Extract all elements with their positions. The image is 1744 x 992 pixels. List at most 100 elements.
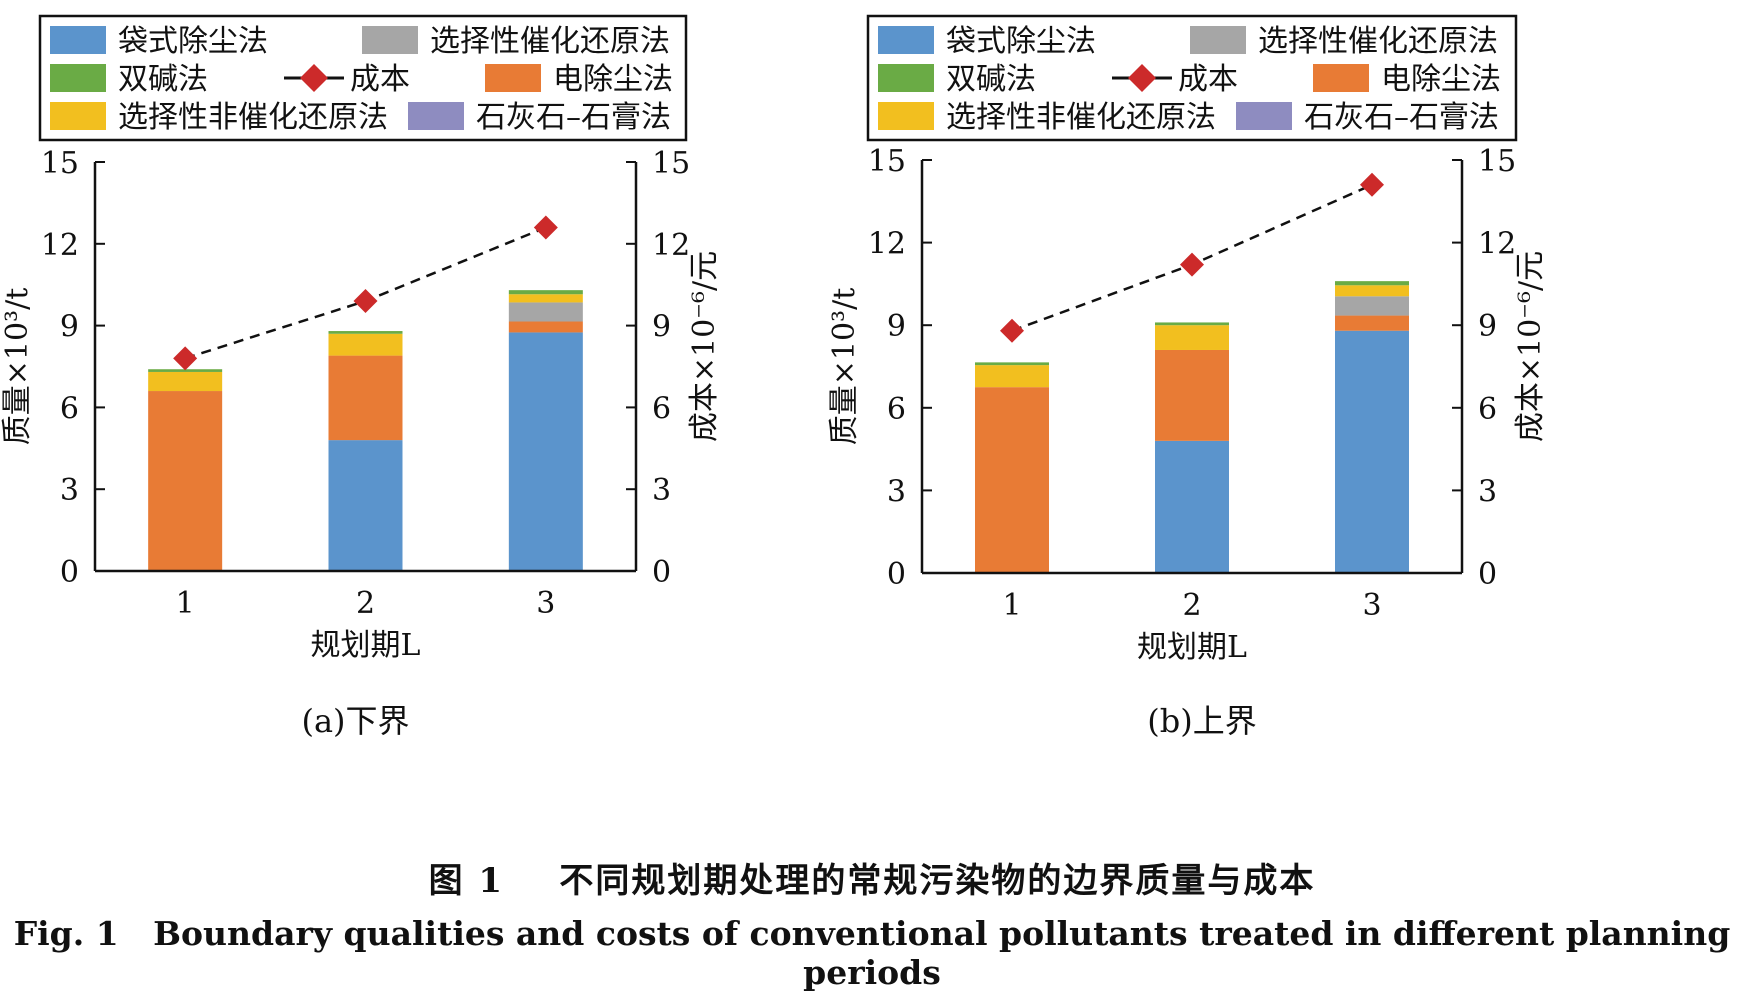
legend-swatch-dual_alkali — [878, 64, 934, 92]
bar-segment-bag-period-3 — [1335, 330, 1409, 573]
legend-swatch-sncr — [878, 102, 934, 130]
legend-label-sncr: 选择性非催化还原法 — [118, 100, 388, 135]
legend-swatch-dual_alkali — [50, 64, 106, 92]
bar-segment-sncr-period-2 — [1155, 325, 1229, 350]
bar-segment-dual_alkali-period-1 — [148, 369, 223, 372]
bar-segment-esp-period-1 — [148, 391, 223, 571]
x-axis-title: 规划期L — [311, 628, 421, 663]
bar-segment-sncr-period-3 — [508, 294, 583, 303]
legend-label-esp: 电除尘法 — [1381, 62, 1501, 97]
y-axis-title-right: 成本×10⁻⁶/元 — [1513, 251, 1548, 442]
legend-label-sncr: 选择性非催化还原法 — [946, 100, 1216, 135]
bar-segment-scr-period-3 — [1335, 296, 1409, 316]
legend-item-limestone: 石灰石–石膏法 — [408, 100, 671, 135]
legend-item-bag: 袋式除尘法 — [50, 24, 268, 59]
bar-segment-dual_alkali-period-3 — [1335, 281, 1409, 286]
y-axis-title-left: 质量×10³/t — [0, 288, 35, 446]
y-tick-label-right: 3 — [1478, 474, 1497, 509]
y-tick-label-left: 15 — [41, 146, 79, 181]
legend-label-limestone: 石灰石–石膏法 — [476, 100, 671, 135]
legend-item-cost: 成本 — [284, 62, 410, 97]
y-tick-label-left: 3 — [60, 473, 79, 508]
legend-swatch-esp — [1313, 64, 1369, 92]
legend-swatch-cost-marker — [1128, 64, 1156, 92]
cost-point-period-3 — [1360, 172, 1384, 197]
x-tick-label: 1 — [1002, 588, 1021, 623]
y-axis-title-right: 成本×10⁻⁶/元 — [687, 251, 722, 442]
x-tick-label: 2 — [356, 586, 375, 621]
bars — [148, 290, 583, 571]
bar-segment-sncr-period-1 — [975, 365, 1049, 388]
figure-caption-en-text: Boundary qualities and costs of conventi… — [153, 914, 1731, 992]
legend-swatch-scr — [1190, 26, 1246, 54]
y-tick-label-left: 3 — [887, 474, 906, 509]
legend-swatch-sncr — [50, 102, 106, 130]
y-tick-label-right: 15 — [1478, 144, 1516, 179]
y-tick-label-left: 15 — [868, 144, 906, 179]
figure-caption-cn: 图 1 不同规划期处理的常规污染物的边界质量与成本 — [0, 853, 1744, 902]
legend-swatch-cost-marker — [300, 64, 328, 92]
bar-segment-esp-period-3 — [1335, 315, 1409, 331]
bar-segment-bag-period-3 — [508, 332, 583, 571]
bar-segment-dual_alkali-period-3 — [508, 290, 583, 295]
legend-item-dual_alkali: 双碱法 — [878, 62, 1036, 97]
y-tick-label-right: 3 — [652, 473, 671, 508]
bar-segment-bag-period-2 — [328, 440, 403, 571]
bar-segment-esp-period-2 — [1155, 349, 1229, 441]
bar-segment-sncr-period-3 — [1335, 285, 1409, 297]
x-axis-title: 规划期L — [1137, 630, 1247, 665]
y-tick-label-right: 0 — [1478, 557, 1497, 592]
x-tick-label: 3 — [536, 586, 555, 621]
legend-swatch-bag — [878, 26, 934, 54]
legend-label-dual_alkali: 双碱法 — [118, 62, 208, 97]
bar-segment-dual_alkali-period-1 — [975, 362, 1049, 366]
legend-item-cost: 成本 — [1112, 62, 1238, 97]
legend-label-limestone: 石灰石–石膏法 — [1304, 100, 1499, 135]
y-tick-label-left: 9 — [60, 310, 79, 345]
cost-point-period-2 — [353, 289, 378, 314]
y-tick-label-left: 0 — [60, 555, 79, 590]
y-axis-title-left: 质量×10³/t — [827, 288, 862, 446]
legend-item-esp: 电除尘法 — [485, 62, 673, 97]
legend-item-scr: 选择性催化还原法 — [1190, 24, 1498, 59]
legend-swatch-esp — [485, 64, 541, 92]
figure-caption-en: Fig. 1 Boundary qualities and costs of c… — [0, 914, 1744, 992]
x-tick-label: 1 — [176, 586, 195, 621]
legend-label-scr: 选择性催化还原法 — [1258, 24, 1498, 59]
cost-point-period-1 — [173, 346, 198, 371]
y-tick-label-right: 9 — [1478, 309, 1497, 344]
y-tick-label-right: 0 — [652, 555, 671, 590]
legend-label-bag: 袋式除尘法 — [946, 24, 1096, 59]
bar-segment-esp-period-2 — [328, 355, 403, 441]
bar-segment-bag-period-2 — [1155, 440, 1229, 573]
bar-segment-sncr-period-2 — [328, 333, 403, 356]
y-tick-label-right: 12 — [1478, 227, 1516, 262]
cost-point-period-3 — [533, 215, 558, 240]
cost-line — [173, 215, 558, 371]
y-tick-label-right: 6 — [652, 391, 671, 426]
bar-segment-scr-period-3 — [508, 302, 583, 322]
panel-label: (a)下界 — [301, 702, 409, 740]
legend-swatch-limestone — [1236, 102, 1292, 130]
legend-label-esp: 电除尘法 — [553, 62, 673, 97]
y-tick-label-left: 6 — [887, 392, 906, 427]
bar-segment-dual_alkali-period-2 — [1155, 322, 1229, 326]
figure-caption-cn-text: 不同规划期处理的常规污染物的边界质量与成本 — [559, 861, 1316, 901]
y-tick-label-right: 12 — [652, 228, 690, 263]
legend-item-esp: 电除尘法 — [1313, 62, 1501, 97]
legend-item-scr: 选择性催化还原法 — [362, 24, 670, 59]
y-tick-label-right: 15 — [652, 146, 690, 181]
bar-segment-esp-period-1 — [975, 387, 1049, 573]
legend-item-sncr: 选择性非催化还原法 — [878, 100, 1216, 135]
x-tick-label: 3 — [1362, 588, 1381, 623]
legend-label-cost: 成本 — [350, 62, 410, 97]
bar-segment-sncr-period-1 — [148, 371, 223, 392]
figure-caption-en-label: Fig. 1 — [13, 914, 119, 953]
legend-label-bag: 袋式除尘法 — [118, 24, 268, 59]
bar-segment-esp-period-3 — [508, 321, 583, 333]
y-tick-label-left: 6 — [60, 391, 79, 426]
y-tick-label-right: 9 — [652, 310, 671, 345]
